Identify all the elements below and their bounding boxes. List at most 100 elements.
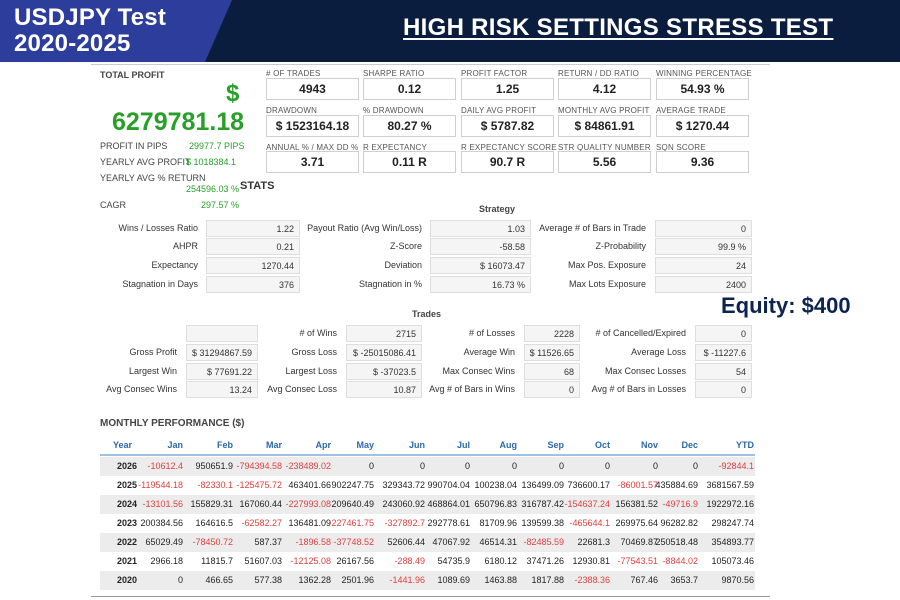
monthly-value-cell: 0: [652, 461, 658, 471]
stat-label: AHPR: [172, 241, 198, 251]
monthly-value-cell: -1441.96: [389, 575, 425, 585]
panel-top-border: [91, 64, 770, 65]
monthly-value-cell: 200384.56: [140, 518, 183, 528]
monthly-row: 2022 65029.49 -78450.72 587.37 -1896.58 -3774…: [100, 533, 755, 552]
monthly-value-cell: 1817.88: [531, 575, 564, 585]
stat-value: 0: [655, 220, 752, 237]
monthly-value-cell: 139599.38: [521, 518, 564, 528]
monthly-header-cell: Mar: [265, 440, 282, 450]
metric-label: R EXPECTANCY: [363, 143, 428, 152]
trade-label: Avg # of Bars in Losses: [591, 384, 686, 394]
monthly-value-cell: -288.49: [394, 556, 425, 566]
stat-label: Wins / Losses Ratio: [118, 223, 198, 233]
cagr-value: 297.57 %: [201, 200, 240, 210]
monthly-value-cell: 0: [177, 575, 183, 585]
metric-value: 0.12: [363, 78, 456, 100]
monthly-row: 2026 -10612.4 950651.9 -794394.58 -238489.02…: [100, 457, 755, 476]
monthly-header-cell: Oct: [594, 440, 610, 450]
monthly-year-cell: 2023: [116, 518, 137, 528]
metric-value: $ 84861.91: [558, 115, 651, 137]
trade-label: Average Win: [463, 347, 515, 357]
monthly-value-cell: 70469.87: [620, 537, 658, 547]
stat-label: Max Lots Exposure: [568, 279, 646, 289]
monthly-value-cell: -1896.58: [295, 537, 331, 547]
trade-value: 0: [695, 381, 752, 398]
monthly-value-cell: 46514.31: [479, 537, 517, 547]
monthly-value-cell: 329343.72: [382, 480, 425, 490]
metric-value: 0.11 R: [363, 151, 456, 173]
trade-label: Max Consec Wins: [442, 366, 515, 376]
monthly-value-cell: 587.37: [254, 537, 282, 547]
yearly-avg-return-value: 254596.03 %: [186, 184, 240, 194]
monthly-value-cell: 6180.12: [484, 556, 517, 566]
trade-label: Gross Loss: [291, 347, 337, 357]
monthly-header-cell: Feb: [216, 440, 233, 450]
monthly-value-cell: 0: [604, 461, 610, 471]
stat-label: Z-Probability: [595, 241, 646, 251]
monthly-year-cell: 2025: [116, 480, 137, 490]
profit-in-pips-label: PROFIT IN PIPS: [100, 141, 168, 151]
monthly-value-cell: 292778.61: [427, 518, 470, 528]
monthly-value-cell: -794394.58: [236, 461, 282, 471]
stat-value: -58.58: [430, 238, 531, 255]
trade-value: 0: [695, 325, 752, 342]
metric-label: SHARPE RATIO: [363, 69, 425, 78]
monthly-value-cell: -327892.7: [384, 518, 425, 528]
pair-tag-line1: USDJPY Test: [14, 4, 167, 31]
monthly-value-cell: -92844.1: [718, 461, 754, 471]
monthly-value-cell: -238489.02: [285, 461, 331, 471]
monthly-header-cell: Aug: [499, 440, 518, 450]
metric-label: R EXPECTANCY SCORE: [461, 143, 557, 152]
monthly-header-cell: Nov: [640, 440, 658, 450]
monthly-value-cell: 463401.66: [288, 480, 331, 490]
trade-value: $ -37023.5: [346, 363, 422, 380]
monthly-value-cell: 164616.5: [195, 518, 233, 528]
monthly-value-cell: -10612.4: [147, 461, 183, 471]
monthly-value-cell: -227993.08: [285, 499, 331, 509]
trade-label: Largest Loss: [285, 366, 337, 376]
monthly-row: 2020 0 466.65 577.38 1362.28 2501.96 -1441.96 1…: [100, 571, 755, 590]
monthly-value-cell: 100238.04: [474, 480, 517, 490]
monthly-header-cell: Sep: [547, 440, 564, 450]
monthly-value-cell: -465644.1: [569, 518, 610, 528]
stat-value: 99.9 %: [655, 238, 752, 255]
monthly-value-cell: -86001.57: [617, 480, 658, 490]
monthly-header-cell: Apr: [315, 440, 332, 450]
metric-value: 3.71: [266, 151, 359, 173]
metric-value: 4.12: [558, 78, 651, 100]
monthly-value-cell: 51607.03: [244, 556, 282, 566]
stat-label: Z-Score: [389, 241, 422, 251]
trade-label: Avg Consec Loss: [267, 384, 337, 394]
stat-value: 1270.44: [206, 257, 300, 274]
monthly-value-cell: 577.38: [254, 575, 282, 585]
yearly-avg-profit-label: YEARLY AVG PROFIT: [100, 157, 191, 167]
monthly-value-cell: 136499.09: [521, 480, 564, 490]
monthly-table-header: Year Jan Feb Mar Apr May Jun Jul Aug Sep Oct Nov Dec…: [100, 436, 755, 456]
metric-label: DRAWDOWN: [266, 106, 318, 115]
trade-label: Gross Profit: [129, 347, 177, 357]
monthly-value-cell: 243060.92: [382, 499, 425, 509]
monthly-value-cell: -49716.9: [662, 499, 698, 509]
metric-label: ANNUAL % / MAX DD %: [266, 143, 359, 152]
header-banner: USDJPY Test 2020-2025 HIGH RISK SETTINGS…: [0, 0, 900, 62]
monthly-value-cell: 0: [464, 461, 470, 471]
monthly-value-cell: -77543.51: [617, 556, 658, 566]
monthly-value-cell: 3653.7: [670, 575, 698, 585]
stat-value: 376: [206, 276, 300, 293]
metric-label: % DRAWDOWN: [363, 106, 424, 115]
trade-label: Max Consec Losses: [604, 366, 686, 376]
trade-value: $ -25015086.41: [346, 344, 422, 361]
monthly-value-cell: 65029.49: [145, 537, 183, 547]
monthly-year-cell: 2026: [116, 461, 137, 471]
monthly-value-cell: -125475.72: [236, 480, 282, 490]
monthly-value-cell: 52606.44: [387, 537, 425, 547]
monthly-value-cell: 1922972.16: [706, 499, 754, 509]
monthly-value-cell: -2388.36: [574, 575, 610, 585]
currency-symbol: $: [226, 80, 240, 107]
monthly-value-cell: 1463.88: [484, 575, 517, 585]
metric-value: 5.56: [558, 151, 651, 173]
stat-label: Stagnation in Days: [122, 279, 198, 289]
trade-value: 13.24: [186, 381, 258, 398]
pair-tag-line2: 2020-2025: [14, 30, 131, 57]
monthly-value-cell: 0: [419, 461, 425, 471]
